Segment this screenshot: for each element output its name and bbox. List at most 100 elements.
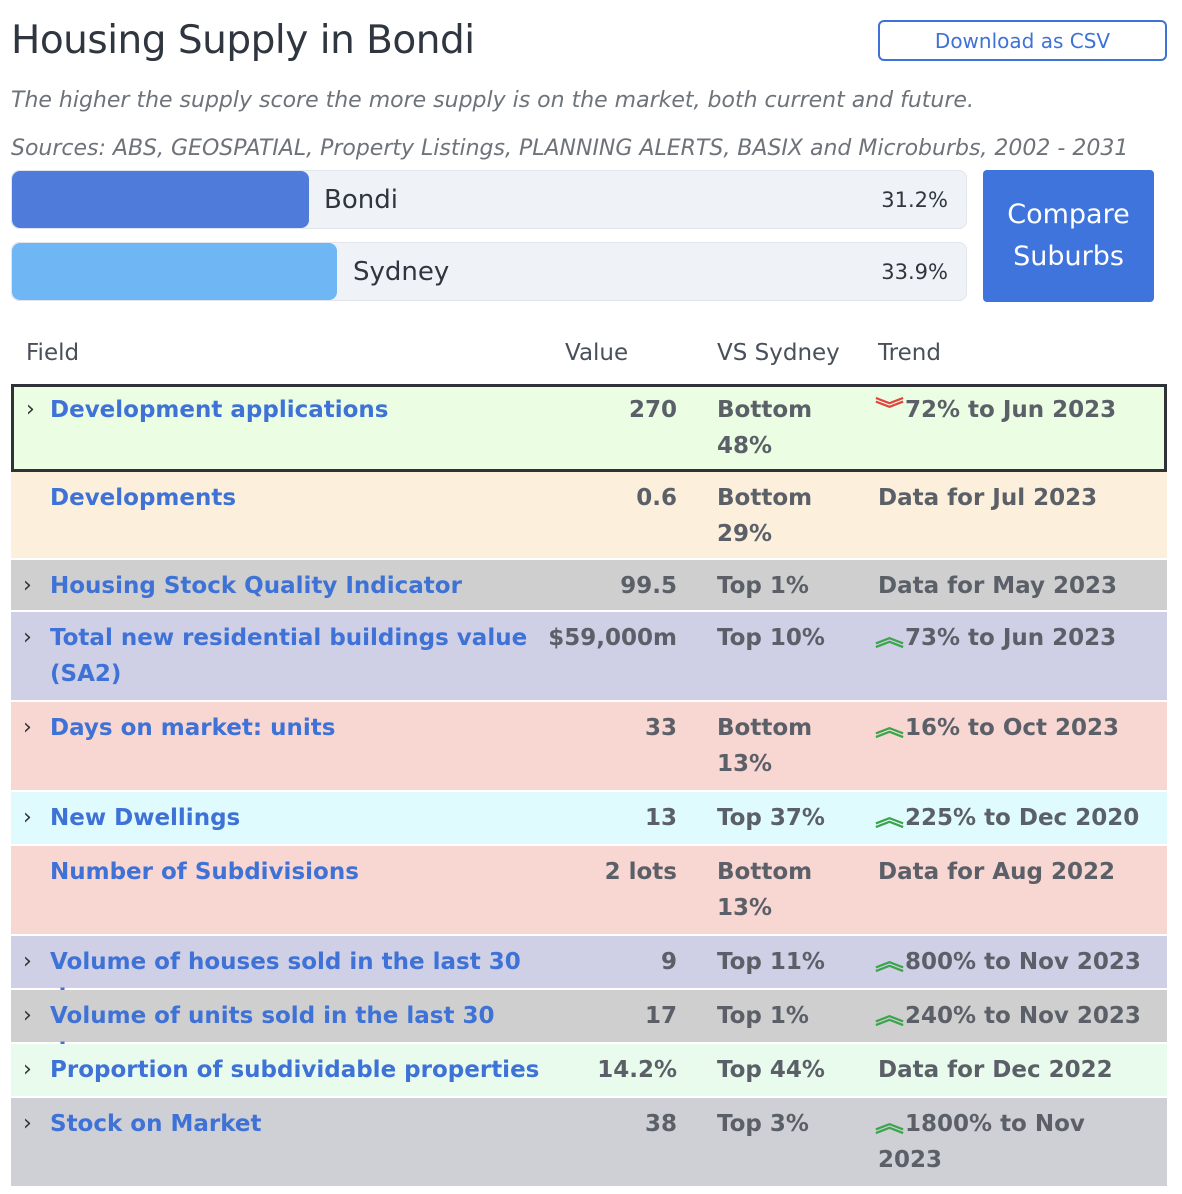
row-vs-line1: Bottom xyxy=(717,859,813,885)
row-trend: ︽225% to Dec 2020 xyxy=(875,800,1158,836)
row-trend: Data for Aug 2022 xyxy=(878,854,1158,890)
row-field-line1: Days on market: units xyxy=(50,715,336,741)
table-row[interactable]: › Development applications 270 Bottom 48% ︾72… xyxy=(11,384,1167,472)
row-field-link[interactable]: Volume of units sold in the last 30 days xyxy=(50,998,555,1070)
chevron-right-icon[interactable]: › xyxy=(26,397,35,422)
double-chevron-up-icon: ︽ xyxy=(875,1003,904,1029)
row-field-line1: Housing Stock Quality Indicator xyxy=(50,573,462,599)
row-value: 38 xyxy=(644,1111,677,1137)
row-trend-line1: Data for Aug 2022 xyxy=(878,854,1158,890)
double-chevron-up-icon: ︽ xyxy=(875,949,904,975)
chevron-right-icon[interactable]: › xyxy=(23,805,32,830)
row-trend-text: 73% to Jun 2023 xyxy=(905,625,1117,651)
row-trend: ︽16% to Oct 2023 xyxy=(875,710,1158,746)
table-row[interactable]: › Days on market: units 33 Bottom 13% ︽16% to… xyxy=(11,702,1167,792)
row-vs-line2: 48% xyxy=(717,433,773,459)
row-value: $59,000m xyxy=(548,625,677,651)
score-bar-label: Sydney xyxy=(353,256,450,287)
compare-label-line2: Suburbs xyxy=(1013,241,1124,272)
row-field-line1: Total new residential buildings value xyxy=(50,625,528,651)
row-field-line1: Stock on Market xyxy=(50,1111,262,1137)
table-row[interactable]: › Housing Stock Quality Indicator 99.5 Top … xyxy=(11,560,1167,612)
data-table: › Development applications 270 Bottom 48% ︾72… xyxy=(11,384,1167,1188)
table-row[interactable]: › Proportion of subdividable properties 14… xyxy=(11,1044,1167,1098)
score-bar-bondi: Bondi 31.2% xyxy=(11,170,967,229)
row-vs-line1: Bottom xyxy=(717,715,813,741)
row-field-link[interactable]: Stock on Market xyxy=(50,1106,555,1142)
row-vs-line2: 13% xyxy=(717,751,773,777)
row-vs-sydney: Top 1% xyxy=(717,568,857,604)
row-trend-text: Data for Dec 2022 xyxy=(878,1057,1113,1083)
row-vs-sydney: Bottom 29% xyxy=(717,480,857,552)
row-value: 14.2% xyxy=(597,1057,677,1083)
table-row[interactable]: › Volume of units sold in the last 30 day… xyxy=(11,990,1167,1065)
row-trend-line1: ︽240% to Nov 2023 xyxy=(875,998,1158,1034)
page-title: Housing Supply in Bondi xyxy=(11,18,475,63)
score-bar-sydney: Sydney 33.9% xyxy=(11,242,967,301)
row-vs-sydney: Bottom 13% xyxy=(717,710,857,782)
row-vs-sydney: Top 37% xyxy=(717,800,857,836)
score-bar-value: 31.2% xyxy=(881,187,948,212)
row-vs-sydney: Bottom 13% xyxy=(717,854,857,926)
row-trend: ︽73% to Jun 2023 xyxy=(875,620,1158,656)
table-row[interactable]: › Stock on Market 38 Top 3% ︽1800% to Nov 202… xyxy=(11,1098,1167,1188)
row-field-link[interactable]: Proportion of subdividable properties xyxy=(50,1052,555,1088)
row-vs-line2: 13% xyxy=(717,895,773,921)
table-row[interactable]: Developments 0.6 Bottom 29% Data for Jul 202… xyxy=(11,472,1167,560)
chevron-right-icon[interactable]: › xyxy=(23,949,32,974)
row-trend-line1: ︽73% to Jun 2023 xyxy=(875,620,1158,656)
row-vs-line1: Bottom xyxy=(717,485,813,511)
table-row[interactable]: Number of Subdivisions 2 lots Bottom 13% Dat… xyxy=(11,846,1167,936)
row-field-line1: Proportion of subdividable properties xyxy=(50,1057,540,1083)
header-trend: Trend xyxy=(878,340,941,366)
score-bar-label: Bondi xyxy=(324,184,398,215)
row-vs-sydney: Top 3% xyxy=(717,1106,857,1142)
table-row[interactable]: › New Dwellings 13 Top 37% ︽225% to Dec 2020 xyxy=(11,792,1167,846)
row-field-link[interactable]: Housing Stock Quality Indicator xyxy=(50,568,555,604)
row-trend-line1: ︾72% to Jun 2023 xyxy=(875,392,1158,428)
row-field-line1: Volume of units sold in the last 30 days xyxy=(50,1003,495,1065)
row-value: 99.5 xyxy=(620,573,677,599)
row-trend-text: 1800% to Nov xyxy=(905,1111,1085,1137)
table-row[interactable]: › Total new residential buildings value (S… xyxy=(11,612,1167,702)
row-vs-line1: Top 10% xyxy=(717,625,825,651)
row-trend: ︽1800% to Nov 2023 xyxy=(875,1106,1158,1178)
chevron-right-icon[interactable]: › xyxy=(23,1003,32,1028)
chevron-right-icon[interactable]: › xyxy=(23,573,32,598)
row-vs-line1: Top 44% xyxy=(717,1057,825,1083)
chevron-right-icon[interactable]: › xyxy=(23,1057,32,1082)
row-field-link[interactable]: Number of Subdivisions xyxy=(50,854,555,890)
row-trend: Data for Jul 2023 xyxy=(878,480,1158,516)
row-vs-line1: Top 1% xyxy=(717,573,809,599)
compare-suburbs-button[interactable]: Compare Suburbs xyxy=(983,170,1154,302)
row-vs-sydney: Top 1% xyxy=(717,998,857,1034)
row-trend: ︽240% to Nov 2023 xyxy=(875,998,1158,1034)
chevron-right-icon[interactable]: › xyxy=(23,625,32,650)
row-trend-text: Data for May 2023 xyxy=(878,573,1118,599)
score-bar-fill xyxy=(12,243,337,300)
row-field-link[interactable]: New Dwellings xyxy=(50,800,555,836)
compare-label-line1: Compare xyxy=(1007,199,1130,230)
chevron-right-icon[interactable]: › xyxy=(23,1111,32,1136)
row-trend-line1: ︽1800% to Nov xyxy=(875,1106,1158,1142)
chevron-right-icon[interactable]: › xyxy=(23,715,32,740)
sources-note: Sources: ABS, GEOSPATIAL, Property Listi… xyxy=(11,136,1129,161)
header-vs-sydney: VS Sydney xyxy=(717,340,840,366)
row-field-link[interactable]: Days on market: units xyxy=(50,710,555,746)
row-field-line1: New Dwellings xyxy=(50,805,241,831)
row-field-link[interactable]: Developments xyxy=(50,480,555,516)
row-trend-line1: ︽16% to Oct 2023 xyxy=(875,710,1158,746)
row-value: 270 xyxy=(628,397,677,423)
double-chevron-up-icon: ︽ xyxy=(875,1111,904,1137)
row-value: 13 xyxy=(644,805,677,831)
row-trend-line1: Data for May 2023 xyxy=(878,568,1158,604)
row-trend-text: 800% to Nov 2023 xyxy=(905,949,1141,975)
row-field-link[interactable]: Total new residential buildings value (SA… xyxy=(50,620,555,692)
table-row[interactable]: ›Volume of houses sold in the last 30 da… xyxy=(11,936,1167,1011)
header-value: Value xyxy=(565,340,629,366)
row-trend-line1: ︽800% to Nov 2023 xyxy=(875,944,1158,980)
row-field-link[interactable]: Development applications xyxy=(50,392,555,428)
row-value: 9 xyxy=(660,949,677,975)
row-trend-text: 16% to Oct 2023 xyxy=(905,715,1120,741)
download-csv-button[interactable]: Download as CSV xyxy=(878,20,1167,61)
